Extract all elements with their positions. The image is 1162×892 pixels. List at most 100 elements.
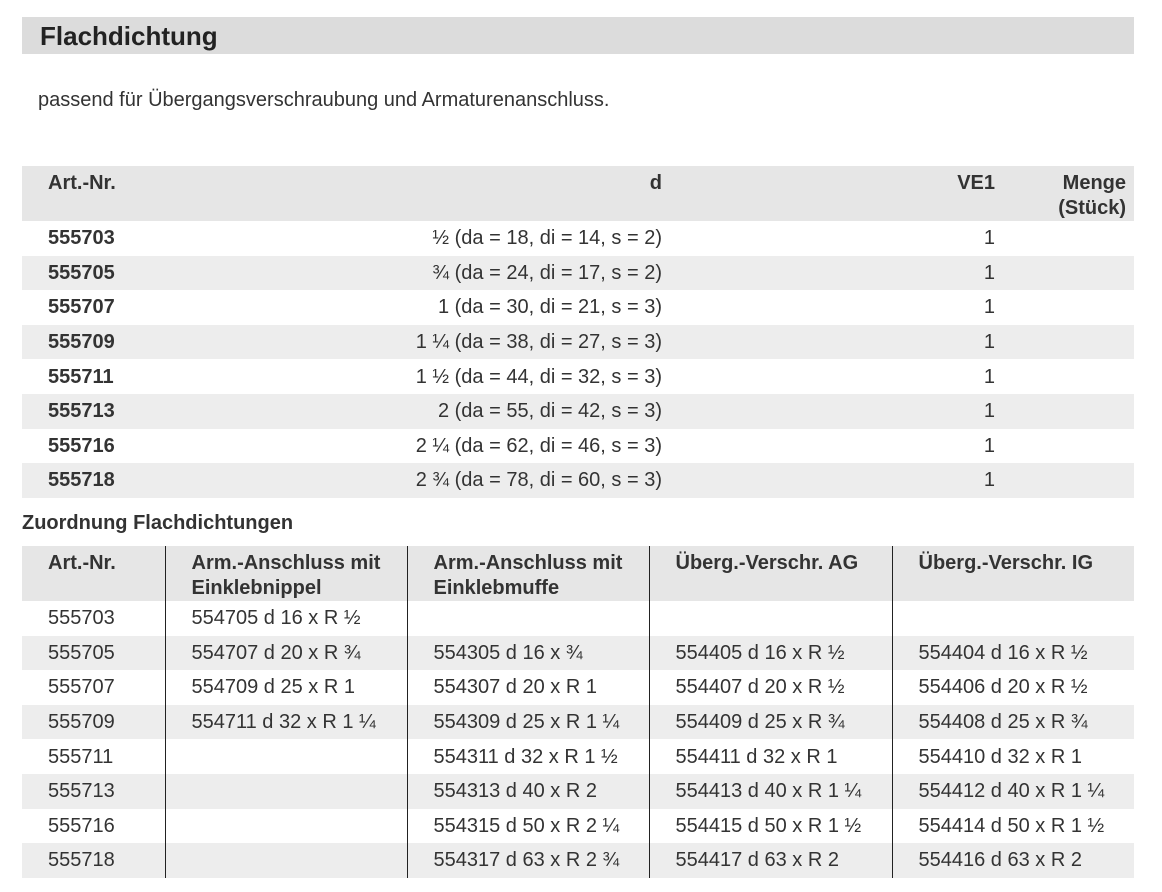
cell-einklebmuffe: 554305 d 16 x ¾ (406, 635, 649, 671)
table-row: 555709 554711 d 32 x R 1 ¼ 554309 d 25 x R… (22, 704, 1134, 740)
cell-uebergang-ig: 554408 d 25 x R ¾ (891, 704, 1134, 740)
cell-menge (995, 324, 1134, 360)
cell-uebergang-ag: 554411 d 32 x R 1 (648, 739, 892, 774)
cell-uebergang-ag: 554407 d 20 x R ½ (648, 670, 892, 705)
cell-uebergang-ig: 554416 d 63 x R 2 (891, 843, 1134, 878)
cell-d: 2 ¾ (da = 78, di = 60, s = 3) (162, 463, 662, 498)
header-uebergang-ag: Überg.-Verschr. AG (648, 546, 892, 601)
table-row: 555711 1 ½ (da = 44, di = 32, s = 3) 1 (22, 359, 1134, 394)
cell-ve1: 1 (662, 255, 995, 291)
cell-ve1: 1 (983, 296, 995, 319)
cell-uebergang-ig: 554410 d 32 x R 1 (891, 739, 1134, 774)
cell-uebergang-ig: 554412 d 40 x R 1 ¼ (891, 773, 1134, 809)
cell-art-nr: 555709 (22, 704, 165, 740)
cell-uebergang-ag: 554413 d 40 x R 1 ¼ (648, 773, 892, 809)
table-row: 555707 1 (da = 30, di = 21, s = 3) 1 (22, 290, 1134, 325)
cell-menge (995, 255, 1134, 291)
cell-einklebnippel: 554711 d 32 x R 1 ¼ (164, 704, 407, 740)
cell-einklebnippel: 554709 d 25 x R 1 (164, 670, 407, 705)
cell-art-nr: 555707 (48, 296, 115, 319)
table-row: 555705 554707 d 20 x R ¾ 554305 d 16 x ¾ 55… (22, 635, 1134, 671)
cell-einklebmuffe: 554307 d 20 x R 1 (406, 670, 649, 705)
cell-art-nr: 555705 (22, 255, 162, 291)
cell-uebergang-ig: 554414 d 50 x R 1 ½ (891, 808, 1134, 844)
table-row: 555709 1 ¼ (da = 38, di = 27, s = 3) 1 (22, 324, 1134, 360)
cell-ve1: 1 (983, 365, 995, 388)
cell-d: 1 (da = 30, di = 21, s = 3) (437, 296, 662, 319)
table-row: 555705 ¾ (da = 24, di = 17, s = 2) 1 (22, 255, 1134, 291)
cell-einklebnippel: 554707 d 20 x R ¾ (164, 635, 407, 671)
cell-uebergang-ag: 554417 d 63 x R 2 (648, 843, 892, 878)
cell-uebergang-ag: 554415 d 50 x R 1 ½ (648, 808, 892, 844)
table-header: Art.-Nr. d VE1 Menge (Stück) (22, 166, 1134, 221)
cell-menge (995, 463, 1134, 498)
cell-einklebmuffe (406, 601, 649, 636)
cell-ve1: 1 (983, 434, 995, 457)
table-row: 555703 ½ (da = 18, di = 14, s = 2) 1 (22, 221, 1134, 256)
cell-einklebmuffe: 554311 d 32 x R 1 ½ (406, 739, 649, 774)
cell-menge (995, 393, 1134, 429)
cell-art-nr: 555716 (48, 434, 115, 457)
header-uebergang-ig: Überg.-Verschr. IG (891, 546, 1134, 601)
cell-art-nr: 555718 (22, 843, 165, 878)
table-row: 555716 2 ¼ (da = 62, di = 46, s = 3) 1 (22, 429, 1134, 464)
cell-einklebmuffe: 554313 d 40 x R 2 (406, 773, 649, 809)
cell-ve1: 1 (662, 463, 995, 498)
product-table: Art.-Nr. d VE1 Menge (Stück) 555703 ½ (da… (22, 166, 1134, 498)
page-title: Flachdichtung (40, 21, 218, 51)
cell-uebergang-ig: 554406 d 20 x R ½ (891, 670, 1134, 705)
cell-art-nr: 555709 (22, 324, 162, 360)
cell-d: 1 ¼ (da = 38, di = 27, s = 3) (162, 324, 662, 360)
description: passend für Übergangsverschraubung und A… (38, 89, 610, 111)
cell-einklebmuffe: 554309 d 25 x R 1 ¼ (406, 704, 649, 740)
header-einklebnippel: Arm.-Anschluss mit Einklebnippel (164, 546, 407, 601)
cell-ve1: 1 (983, 227, 995, 250)
cell-uebergang-ag: 554409 d 25 x R ¾ (648, 704, 892, 740)
cell-art-nr: 555713 (22, 393, 162, 429)
cell-einklebnippel (164, 773, 407, 809)
cell-einklebmuffe: 554315 d 50 x R 2 ¼ (406, 808, 649, 844)
cell-d: 2 ¼ (da = 62, di = 46, s = 3) (415, 434, 662, 457)
cell-art-nr: 555707 (48, 676, 115, 699)
cell-einklebnippel (164, 843, 407, 878)
table-row: 555703 554705 d 16 x R ½ (22, 601, 1134, 636)
cell-art-nr: 555711 (48, 745, 114, 768)
table-row: 555716 554315 d 50 x R 2 ¼ 554415 d 50 x R… (22, 808, 1134, 844)
cell-art-nr: 555713 (22, 773, 165, 809)
cell-einklebmuffe: 554317 d 63 x R 2 ¾ (406, 843, 649, 878)
title-bar: Flachdichtung (22, 17, 1134, 54)
cell-menge (995, 359, 1134, 394)
cell-uebergang-ig: 554404 d 16 x R ½ (891, 635, 1134, 671)
cell-art-nr: 555718 (22, 463, 162, 498)
table-row: 555713 554313 d 40 x R 2 554413 d 40 x R 1… (22, 773, 1134, 809)
cell-d: 1 ½ (da = 44, di = 32, s = 3) (415, 365, 662, 388)
cell-menge (995, 429, 1134, 464)
table-header: Art.-Nr. Arm.-Anschluss mit Einklebnippe… (22, 546, 1134, 601)
header-einklebmuffe: Arm.-Anschluss mit Einklebmuffe (406, 546, 649, 601)
cell-ve1: 1 (662, 324, 995, 360)
cell-einklebnippel: 554705 d 16 x R ½ (164, 601, 407, 636)
cell-d: 2 (da = 55, di = 42, s = 3) (162, 393, 662, 429)
table-row: 555707 554709 d 25 x R 1 554307 d 20 x R 1… (22, 670, 1134, 705)
cell-uebergang-ag: 554405 d 16 x R ½ (648, 635, 892, 671)
cell-einklebnippel (164, 739, 407, 774)
cell-d: ½ (da = 18, di = 14, s = 2) (432, 227, 662, 250)
cell-ve1: 1 (662, 393, 995, 429)
header-ve1: VE1 (662, 166, 995, 221)
cell-einklebnippel (164, 808, 407, 844)
header-art-nr: Art.-Nr. (22, 166, 162, 221)
cell-d: ¾ (da = 24, di = 17, s = 2) (162, 255, 662, 291)
cell-uebergang-ig (891, 601, 1134, 636)
table-row: 555718 554317 d 63 x R 2 ¾ 554417 d 63 x R… (22, 843, 1134, 878)
header-art-nr: Art.-Nr. (22, 546, 165, 601)
cell-uebergang-ag (648, 601, 892, 636)
cell-menge (995, 290, 1134, 325)
table-row: 555718 2 ¾ (da = 78, di = 60, s = 3) 1 (22, 463, 1134, 498)
section-title: Zuordnung Flachdichtungen (22, 512, 294, 534)
cell-menge (995, 221, 1134, 256)
table-row: 555713 2 (da = 55, di = 42, s = 3) 1 (22, 393, 1134, 429)
header-d: d (162, 166, 662, 221)
cell-art-nr: 555703 (48, 227, 115, 250)
cell-art-nr: 555703 (48, 607, 115, 630)
assignment-table: Art.-Nr. Arm.-Anschluss mit Einklebnippe… (22, 546, 1134, 878)
